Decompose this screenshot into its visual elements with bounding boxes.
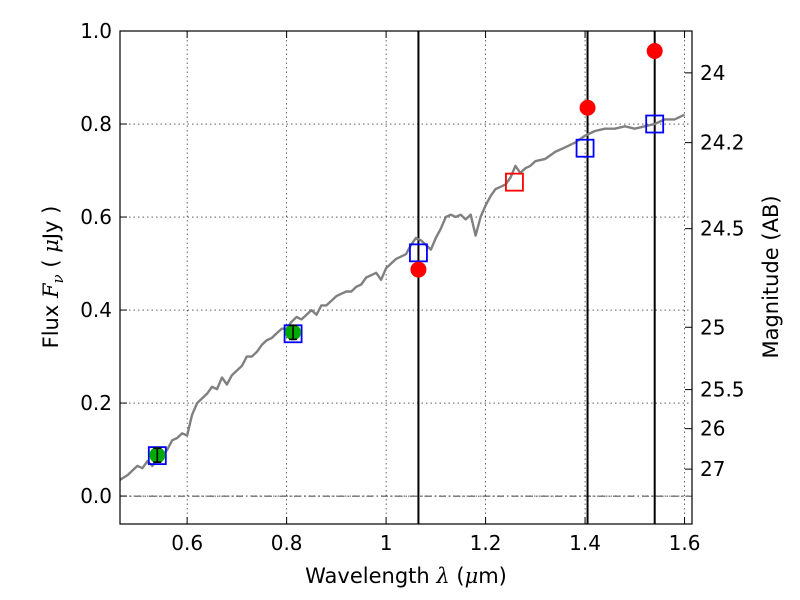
ticks: 0.6 0.8 1 1.2 1.4 1.6 0.0 0.2 0.4 0.6 0.8 1.0 24 24.2… bbox=[80, 19, 744, 555]
y-tick-label: 0.8 bbox=[80, 112, 112, 136]
x-tick-label: 1.2 bbox=[470, 531, 502, 555]
y2-axis-label: Magnitude (AB) bbox=[759, 195, 783, 358]
square-marker bbox=[147, 446, 167, 466]
y-axis-label: Flux Fν ( μJy ) bbox=[39, 206, 67, 349]
x-tick-label: 1.4 bbox=[569, 531, 601, 555]
square-marker bbox=[409, 243, 428, 263]
x-tick-label: 1.6 bbox=[669, 531, 701, 555]
y-tick-label: 0.2 bbox=[80, 391, 112, 415]
plot-frame bbox=[119, 30, 693, 525]
model-spectrum-line bbox=[119, 113, 686, 481]
grid bbox=[120, 30, 692, 524]
magnitude-tick-label: 25.5 bbox=[700, 378, 745, 402]
y-tick-label: 0.0 bbox=[80, 484, 112, 508]
magnitude-tick-label: 25 bbox=[700, 315, 725, 339]
y-tick-label: 0.4 bbox=[80, 298, 112, 322]
magnitude-tick-label: 27 bbox=[700, 457, 725, 481]
square-marker bbox=[575, 138, 595, 158]
x-axis-label: Wavelength λ (μm) bbox=[305, 564, 507, 588]
magnitude-tick-label: 24.5 bbox=[700, 217, 745, 241]
circle-marker bbox=[410, 261, 427, 278]
magnitude-tick-label: 24 bbox=[700, 61, 725, 85]
model-spectrum-layer bbox=[119, 113, 686, 481]
magnitude-tick-label: 24.2 bbox=[700, 131, 745, 155]
circle-marker bbox=[579, 99, 596, 116]
x-tick-label: 1 bbox=[380, 531, 393, 555]
y-tick-label: 0.6 bbox=[80, 205, 112, 229]
markers-layer bbox=[147, 42, 665, 466]
x-tick-label: 0.6 bbox=[171, 531, 203, 555]
x-tick-label: 0.8 bbox=[271, 531, 303, 555]
magnitude-tick-label: 26 bbox=[700, 417, 725, 441]
vertical-lines bbox=[417, 31, 656, 524]
circle-marker bbox=[646, 42, 663, 59]
y-tick-label: 1.0 bbox=[80, 19, 112, 43]
square-marker bbox=[505, 172, 524, 192]
square-marker bbox=[645, 114, 665, 134]
